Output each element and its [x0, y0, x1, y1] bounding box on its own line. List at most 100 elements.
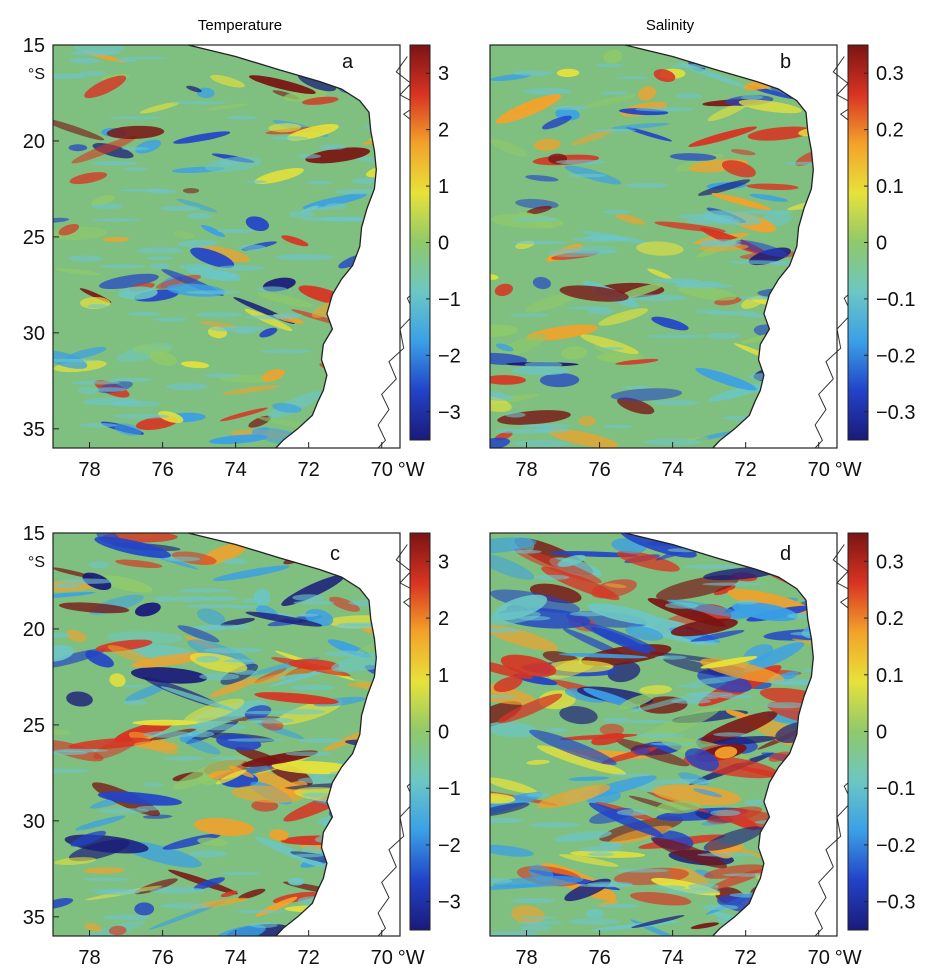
anomaly-streak: [306, 180, 333, 185]
anomaly-streak: [577, 883, 635, 888]
anomaly-streak: [513, 440, 571, 447]
panel-d-salinity-map: d 78 76 74 72 70 °W 0.3 0.2 0.1 0 −0.1 −0.2 −0.3: [489, 532, 915, 969]
anomaly-eddy: [529, 729, 617, 766]
colorbar-tick-label: −2: [438, 835, 461, 857]
anomaly-streak: [238, 244, 266, 251]
anomaly-eddy: [68, 920, 146, 936]
anomaly-eddy: [688, 126, 758, 147]
anomaly-streak: [526, 792, 550, 798]
anomaly-eddy: [74, 815, 126, 831]
anomaly-eddy: [347, 681, 377, 689]
anomaly-streak: [249, 922, 278, 928]
y-tick-label: 35: [23, 907, 45, 929]
anomaly-streak: [271, 136, 309, 140]
anomaly-eddy: [591, 732, 625, 746]
x-tick-label: 78: [78, 947, 100, 969]
colorbar-tick-label: 0: [438, 722, 449, 744]
anomaly-streak: [490, 817, 524, 824]
colorbar-tick-label: 0.2: [876, 120, 904, 142]
anomaly-streak: [520, 924, 552, 931]
anomaly-streak: [68, 255, 103, 262]
anomaly-eddy: [66, 691, 93, 707]
anomaly-eddy: [53, 117, 105, 141]
anomaly-eddy: [651, 316, 689, 331]
anomaly-eddy: [183, 698, 245, 725]
anomaly-eddy: [83, 867, 125, 874]
anomaly-streak: [551, 105, 590, 111]
anomaly-streak: [257, 286, 288, 293]
panel-label: b: [780, 51, 791, 73]
anomaly-eddy: [707, 101, 749, 122]
anomaly-eddy: [713, 736, 777, 745]
anomaly-streak: [675, 93, 703, 99]
colorbar-tick-label: 0.1: [876, 176, 904, 198]
anomaly-eddy: [53, 898, 74, 909]
anomaly-eddy: [732, 602, 798, 622]
anomaly-eddy: [134, 602, 161, 617]
anomaly-streak: [642, 439, 702, 446]
anomaly-eddy: [173, 231, 195, 239]
anomaly-eddy: [197, 608, 226, 626]
anomaly-eddy: [581, 622, 656, 652]
anomaly-streak: [154, 596, 176, 602]
anomaly-streak: [121, 147, 150, 151]
anomaly-streak: [69, 50, 120, 56]
anomaly-eddy: [490, 681, 537, 705]
anomaly-streak: [118, 56, 168, 60]
anomaly-eddy: [221, 385, 281, 395]
anomaly-eddy: [245, 611, 323, 627]
anomaly-streak: [518, 920, 563, 925]
anomaly-eddy: [248, 75, 316, 94]
anomaly-eddy: [77, 386, 97, 395]
country-border: [814, 753, 860, 937]
anomaly-streak: [289, 684, 336, 691]
colorbar-tick-label: 2: [438, 608, 449, 630]
anomaly-streak: [545, 728, 569, 733]
anomaly-streak: [518, 615, 551, 621]
anomaly-eddy: [549, 660, 614, 673]
anomaly-eddy: [305, 147, 371, 164]
anomaly-streak: [523, 88, 572, 95]
anomaly-streak: [53, 73, 88, 80]
anomaly-streak: [595, 63, 624, 68]
anomaly-streak: [199, 673, 240, 681]
panel-c-temperature-map: c 78 76 74 72 70 °W 15 20 25 30 35 °S 3 2 1 0 −1 −2 −3: [23, 523, 461, 969]
anomaly-streak: [53, 584, 81, 588]
colorbar: 0.3 0.2 0.1 0 −0.1 −0.2 −0.3: [847, 532, 915, 931]
anomaly-eddy: [70, 830, 107, 847]
anomaly-eddy: [257, 292, 314, 308]
anomaly-streak: [285, 751, 332, 756]
colorbar-tick-label: −0.1: [876, 289, 915, 311]
anomaly-eddy: [549, 551, 639, 558]
anomaly-streak: [802, 668, 814, 673]
anomaly-eddy: [288, 659, 340, 670]
colorbar-tick-label: −1: [438, 289, 461, 311]
colorbar-tick-label: 0.3: [876, 551, 904, 573]
anomaly-eddy: [714, 746, 738, 759]
anomaly-streak: [562, 249, 619, 254]
anomaly-eddy: [160, 686, 238, 712]
anomaly-streak: [206, 272, 240, 279]
anomaly-streak: [587, 852, 614, 857]
anomaly-streak: [705, 332, 740, 339]
anomaly-eddy: [287, 877, 305, 886]
anomaly-eddy: [331, 650, 377, 673]
anomaly-eddy: [177, 239, 218, 248]
anomaly-eddy: [490, 352, 528, 365]
anomaly-streak: [702, 582, 762, 586]
anomaly-eddy: [604, 583, 627, 589]
anomaly-streak: [654, 655, 687, 660]
colorbar-tick-label: 0: [876, 233, 887, 255]
anomaly-streak: [185, 604, 240, 608]
x-tick-label: 76: [588, 947, 610, 969]
y-tick-label: 30: [23, 323, 45, 345]
anomaly-streak: [511, 240, 567, 245]
anomaly-eddy: [134, 902, 155, 916]
anomaly-eddy: [131, 667, 208, 684]
anomaly-streak: [598, 903, 641, 908]
y-tick-label: 25: [23, 715, 45, 737]
colorbar-tick-label: −0.3: [876, 402, 915, 424]
anomaly-eddy: [205, 103, 248, 111]
anomaly-streak: [533, 574, 570, 581]
colorbar-tick-label: 1: [438, 665, 449, 687]
